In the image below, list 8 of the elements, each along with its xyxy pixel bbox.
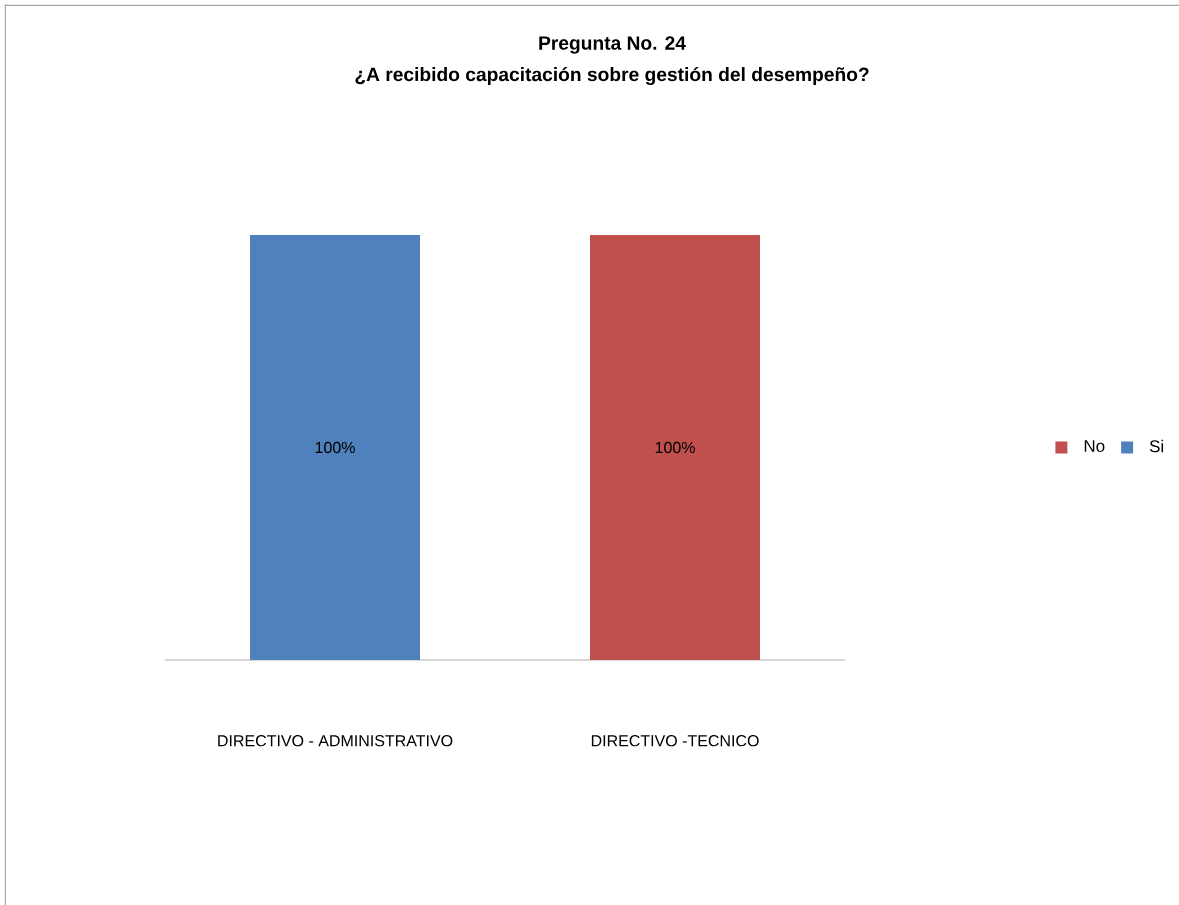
legend-label: No: [1084, 440, 1105, 452]
data-label: 100%: [655, 441, 695, 454]
x-tick-label: DIRECTIVO -TECNICO: [591, 735, 759, 747]
data-label: 100%: [315, 441, 355, 454]
chart-title: Pregunta No. 24: [539, 36, 686, 54]
x-tick-label: DIRECTIVO - ADMINISTRATIVO: [218, 735, 453, 747]
chart-subtitle: ¿A recibido capacitación sobre gestión del desempeño?: [355, 66, 869, 86]
legend-label: Si: [1149, 439, 1164, 453]
